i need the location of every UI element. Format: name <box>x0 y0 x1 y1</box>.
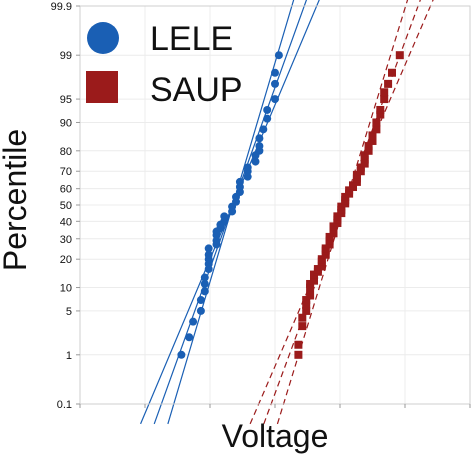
y-tick-label: 40 <box>60 216 72 228</box>
y-tick-label: 70 <box>60 166 72 178</box>
saup-point <box>372 125 381 134</box>
x-axis-title: Voltage <box>222 418 329 454</box>
lele-point <box>200 273 209 282</box>
lele-point <box>189 317 198 326</box>
y-tick-label: 0.1 <box>57 399 72 411</box>
y-tick-label: 5 <box>66 306 72 318</box>
y-tick-label: 95 <box>60 94 72 106</box>
grid <box>79 5 471 405</box>
lele-point <box>200 279 209 288</box>
data-points <box>177 51 404 359</box>
saup-point <box>317 262 326 271</box>
saup-point <box>368 136 377 145</box>
saup-point <box>302 296 311 305</box>
saup-point <box>368 131 377 140</box>
y-tick-label: 99.9 <box>51 1 72 13</box>
saup-point <box>302 306 311 315</box>
x-ticks <box>79 404 471 408</box>
saup-point <box>380 95 389 104</box>
lele-point <box>185 333 194 342</box>
lele-point <box>220 212 229 221</box>
saup-point <box>376 105 385 114</box>
y-tick-label: 30 <box>60 234 72 246</box>
lele-point <box>259 125 268 134</box>
lele-point <box>274 51 283 60</box>
lele-point <box>251 157 260 166</box>
saup-point <box>294 350 303 359</box>
saup-point <box>364 142 373 151</box>
lele-point <box>235 177 244 186</box>
saup-point <box>364 146 373 155</box>
lele-point <box>196 306 205 315</box>
y-tick-label: 90 <box>60 117 72 129</box>
lele-point <box>212 236 221 245</box>
lele-point <box>263 114 272 123</box>
y-tick-label: 60 <box>60 184 72 196</box>
legend-label-saup: SAUP <box>150 71 243 109</box>
lele-point <box>196 296 205 305</box>
y-tick-label: 80 <box>60 146 72 158</box>
saup-point <box>360 159 369 168</box>
saup-point <box>395 51 404 60</box>
lele-point <box>263 105 272 114</box>
saup-point <box>302 301 311 310</box>
lele-point <box>204 250 213 259</box>
saup-point <box>294 340 303 349</box>
y-tick-label: 50 <box>60 200 72 212</box>
saup-point <box>380 88 389 97</box>
y-tick-label: 99 <box>60 50 72 62</box>
saup-point <box>321 250 330 259</box>
saup-point <box>310 276 318 285</box>
saup-point <box>376 110 385 119</box>
legend-marker-lele <box>87 22 119 54</box>
y-tick-label: 1 <box>66 350 72 362</box>
saup-point <box>360 155 369 164</box>
legend-marker-saup <box>86 71 118 103</box>
y-tick-label: 20 <box>60 254 72 266</box>
lele-point <box>243 163 252 172</box>
lele-point <box>271 79 279 88</box>
saup-point <box>384 79 393 88</box>
saup-ci-upper <box>276 0 409 425</box>
y-tick-labels: 0.1 1 5 10 20 30 40 50 60 70 80 90 95 99 99.9 <box>51 1 80 411</box>
saup-point <box>372 118 381 127</box>
saup-point <box>360 151 369 160</box>
lele-point <box>177 350 186 359</box>
saup-point <box>388 68 396 77</box>
legend-label-lele: LELE <box>150 20 233 58</box>
lele-point <box>255 142 264 151</box>
saup-point <box>317 255 326 264</box>
lele-point <box>255 134 264 143</box>
fit-and-confidence-lines <box>140 0 434 425</box>
saup-point <box>298 313 307 322</box>
legend: LELE SAUP <box>86 20 243 109</box>
saup-point <box>306 291 315 300</box>
y-tick-label: 10 <box>60 283 72 295</box>
lele-point <box>271 95 279 104</box>
saup-point <box>298 322 307 331</box>
lele-point <box>204 244 213 253</box>
lele-point <box>271 68 279 77</box>
lele-point <box>200 287 209 296</box>
y-axis-title: Percentile <box>0 129 33 271</box>
